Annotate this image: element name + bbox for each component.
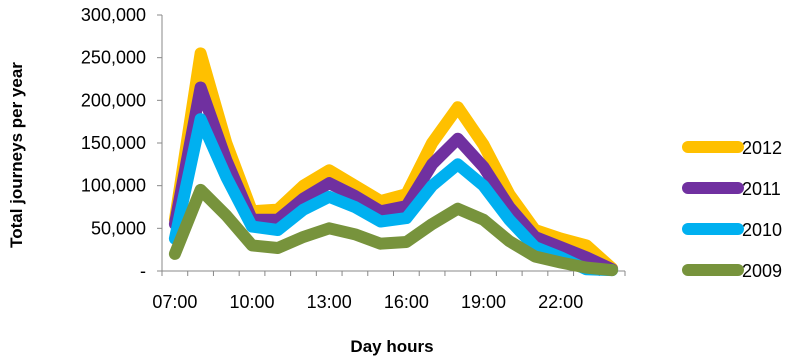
x-tick-label: 13:00 [307, 292, 352, 312]
y-tick-label: - [140, 261, 146, 281]
y-tick-label: 50,000 [91, 218, 146, 238]
x-axis: 07:00 10:00 13:00 16:00 19:00 22:00 [152, 270, 626, 312]
x-axis-title: Day hours [350, 337, 433, 356]
x-tick-label: 16:00 [384, 292, 429, 312]
legend-label-2009: 2009 [742, 261, 782, 281]
plot-series [168, 47, 619, 277]
legend-label-2010: 2010 [742, 220, 782, 240]
y-tick-label: 100,000 [81, 176, 146, 196]
legend-label-2011: 2011 [742, 179, 781, 199]
x-tick-label: 19:00 [461, 292, 506, 312]
legend-label-2012: 2012 [742, 138, 782, 158]
y-axis-title: Total journeys per year [7, 62, 26, 248]
x-tick-label: 10:00 [230, 292, 275, 312]
y-ticks: - 50,000 100,000 150,000 200,000 250,000 300,0… [81, 5, 162, 281]
y-tick-label: 300,000 [81, 5, 146, 25]
x-ticks: 07:00 10:00 13:00 16:00 19:00 22:00 [152, 271, 626, 312]
legend: 2012 2011 2010 2009 [682, 138, 782, 281]
x-tick-label: 22:00 [538, 292, 583, 312]
x-tick-label: 07:00 [152, 292, 197, 312]
y-tick-label: 200,000 [81, 90, 146, 110]
y-tick-label: 250,000 [81, 48, 146, 68]
series-line-2009 [168, 183, 619, 277]
y-axis: - 50,000 100,000 150,000 200,000 250,000 300,0… [81, 5, 163, 281]
series-line-2010 [168, 113, 619, 277]
y-tick-label: 150,000 [81, 133, 146, 153]
